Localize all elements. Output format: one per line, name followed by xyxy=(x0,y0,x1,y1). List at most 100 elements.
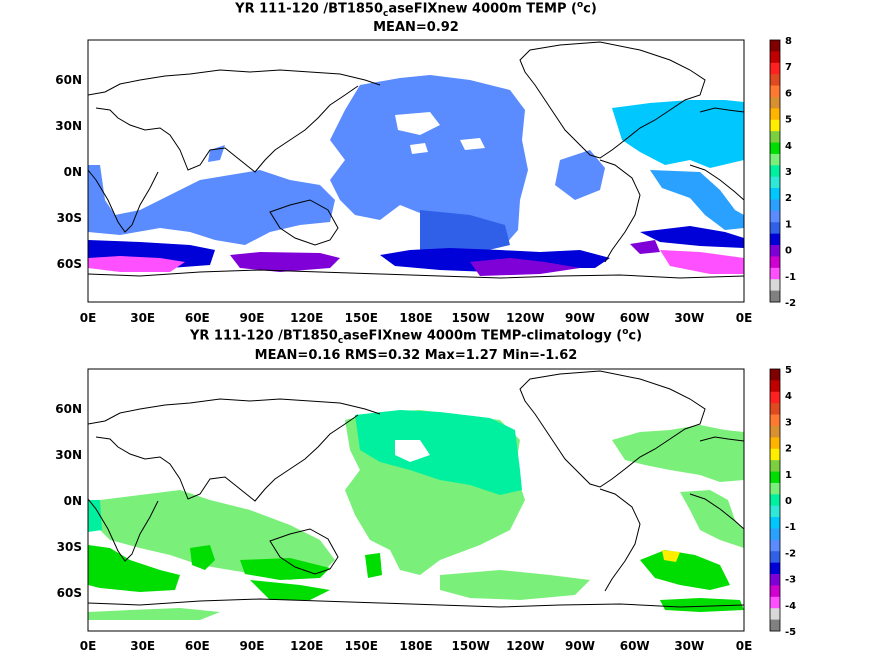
panel-2-lon-label: 60E xyxy=(185,639,210,653)
colorbar-tick-label: 0 xyxy=(785,246,792,257)
colorbar-swatch xyxy=(770,131,780,143)
colorbar-swatch xyxy=(770,403,780,415)
panel-1-lon-label: 90W xyxy=(565,311,595,325)
colorbar-swatch xyxy=(770,460,780,472)
panel-2-lon-label: 90E xyxy=(240,639,265,653)
colorbar-tick-label: -1 xyxy=(785,522,796,533)
colorbar-tick-label: 0 xyxy=(785,496,792,507)
panel-1-field xyxy=(88,41,744,279)
colorbar-swatch xyxy=(770,596,780,609)
colorbar-swatch xyxy=(770,494,780,507)
panel-1-lon-label: 150W xyxy=(452,311,490,325)
panel-1-colorbar: 8 7 6 5 4 3 2 1 0 -1 -2 xyxy=(769,36,796,309)
colorbar-tick-label: 5 xyxy=(785,365,792,376)
panel-2-stats: MEAN=0.16 RMS=0.32 Max=1.27 Min=-1.62 xyxy=(254,348,578,363)
panel-2-colorbar: 5 4 3 2 1 0 -1 -2 -3 -4 -5 xyxy=(769,365,796,638)
colorbar-swatch xyxy=(770,108,780,121)
panel-2-lon-label: 150W xyxy=(452,639,490,653)
panel-1-lon-label: 0E xyxy=(736,311,753,325)
colorbar-tick-label: -4 xyxy=(785,601,796,612)
colorbar-frame xyxy=(769,368,781,632)
panel-2-lon-label: 120E xyxy=(290,639,323,653)
panel-1-frame xyxy=(87,39,745,303)
panel-2-lon-label: 120W xyxy=(506,639,544,653)
colorbar-swatch xyxy=(770,528,780,541)
panel-1-stats: MEAN=0.92 xyxy=(373,20,459,35)
colorbar-swatch xyxy=(770,551,780,564)
panel-1-lon-label: 60E xyxy=(185,311,210,325)
colorbar-swatch xyxy=(770,74,780,86)
colorbar-tick-label: 1 xyxy=(785,219,792,230)
colorbar-swatch xyxy=(770,245,780,257)
panel-1-lon-label: 0E xyxy=(80,311,97,325)
panel-2-lon-axis: 0E 30E 60E 90E 120E 150E 180E 150W 120W … xyxy=(80,639,753,653)
colorbar-tick-label: 5 xyxy=(785,115,792,126)
colorbar-swatch xyxy=(770,256,780,269)
colorbar-tick-label: 1 xyxy=(785,470,792,481)
panel-2-lon-label: 30E xyxy=(130,639,155,653)
colorbar-tick-label: 2 xyxy=(785,193,792,204)
colorbar-tick-label: 6 xyxy=(785,88,792,99)
colorbar-frame xyxy=(769,39,781,303)
panel-2-lon-label: 60W xyxy=(620,639,650,653)
colorbar-tick-label: 2 xyxy=(785,444,792,455)
colorbar-swatch xyxy=(770,233,780,246)
colorbar-swatch xyxy=(770,505,780,518)
panel-2-lat-60s: 60S xyxy=(57,586,82,600)
panel-1-lon-label: 120E xyxy=(290,311,323,325)
colorbar-swatch xyxy=(770,369,780,381)
colorbar-tick-label: 4 xyxy=(785,391,792,402)
colorbar-tick-label: 7 xyxy=(785,62,792,73)
panel-1-lon-label: 90E xyxy=(240,311,265,325)
colorbar-tick-label: -3 xyxy=(785,575,796,586)
panel-1-lon-label: 30E xyxy=(130,311,155,325)
panel-1-lat-30s: 30S xyxy=(57,211,82,225)
colorbar-swatch xyxy=(770,482,780,495)
colorbar-swatch xyxy=(770,574,780,586)
colorbar-swatch xyxy=(770,391,780,404)
panel-1-lat-axis: 60N 30N 0N 30S 60S xyxy=(55,73,82,271)
colorbar-tick-label: -2 xyxy=(785,298,796,309)
panel-2-lat-axis: 60N 30N 0N 30S 60S xyxy=(55,402,82,600)
panel-1-lon-label: 60W xyxy=(620,311,650,325)
colorbar-tick-label: -5 xyxy=(785,627,796,638)
panel-1-lon-label: 180E xyxy=(399,311,432,325)
panel-1-lon-label: 120W xyxy=(506,311,544,325)
panel-1-lat-60n: 60N xyxy=(55,73,82,87)
colorbar-swatch xyxy=(770,414,780,427)
panel-1-lon-label: 150E xyxy=(345,311,378,325)
colorbar-swatch xyxy=(770,119,780,132)
colorbar-swatch xyxy=(770,380,780,393)
panel-1-map xyxy=(87,39,745,303)
colorbar-swatch xyxy=(770,96,780,109)
panel-2-lat-60n: 60N xyxy=(55,402,82,416)
colorbar-swatch xyxy=(770,448,780,461)
colorbar-swatch xyxy=(770,142,780,155)
colorbar-swatch xyxy=(770,290,780,303)
colorbar-swatch xyxy=(770,199,780,212)
colorbar-swatch xyxy=(770,188,780,200)
panel-2-title: YR 111-120 /BT1850caseFIXnew 4000m TEMP-… xyxy=(189,327,643,346)
colorbar-swatch xyxy=(770,585,780,598)
colorbar-swatch xyxy=(770,222,780,235)
panel-2-lon-label: 30W xyxy=(674,639,704,653)
panel-2-coastlines xyxy=(88,370,744,608)
colorbar-swatch xyxy=(770,471,780,484)
colorbar-tick-label: 4 xyxy=(785,141,792,152)
colorbar-tick-label: -2 xyxy=(785,548,796,559)
colorbar-swatch xyxy=(770,85,780,98)
panel-1-lat-60s: 60S xyxy=(57,257,82,271)
colorbar-swatch xyxy=(770,51,780,64)
colorbar-tick-label: 8 xyxy=(785,36,792,47)
panel-1-lat-0n: 0N xyxy=(64,165,82,179)
colorbar-tick-label: -1 xyxy=(785,272,796,283)
panel-2-lon-label: 150E xyxy=(345,639,378,653)
colorbar-swatch xyxy=(770,539,780,552)
colorbar-swatch xyxy=(770,619,780,632)
colorbar-swatch xyxy=(770,267,780,280)
colorbar-tick-label: 3 xyxy=(785,417,792,428)
panel-1-lon-axis: 0E 30E 60E 90E 120E 150E 180E 150W 120W … xyxy=(80,311,753,325)
panel-2-lat-30n: 30N xyxy=(55,448,82,462)
colorbar-swatch xyxy=(770,165,780,178)
